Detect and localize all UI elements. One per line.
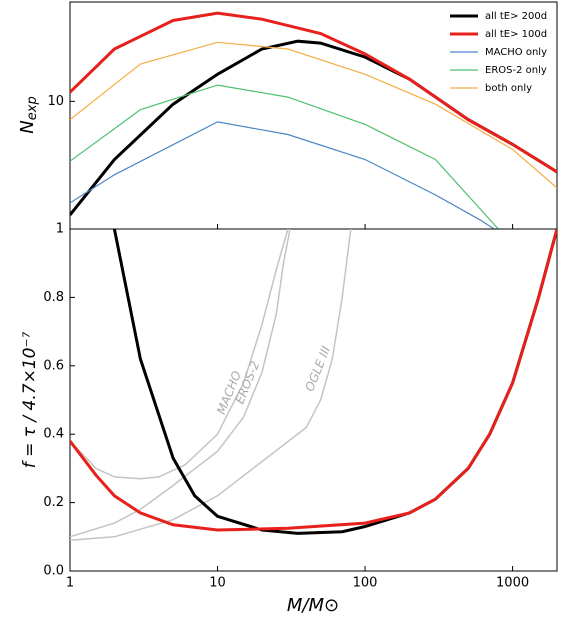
series-line xyxy=(70,229,291,538)
x-tick-label: 1 xyxy=(66,576,74,591)
y-label-main: N xyxy=(17,120,38,133)
series-line xyxy=(112,229,557,535)
x-label: M/M⊙ xyxy=(287,595,339,616)
legend-label: both only xyxy=(485,83,532,94)
series-line xyxy=(70,11,557,174)
series-line xyxy=(70,121,495,229)
x-tick-label: 1000 xyxy=(496,576,529,591)
x-tick-label: 100 xyxy=(353,576,378,591)
legend-label: MACHO only xyxy=(485,47,547,58)
y-tick-label: 10 xyxy=(47,94,64,109)
x-tick-label: 10 xyxy=(209,576,226,591)
top-y-label: Nexp xyxy=(17,96,40,133)
curve-label: OGLE III xyxy=(302,344,333,394)
series-line xyxy=(70,229,289,480)
y-tick-label: 0.4 xyxy=(43,427,64,442)
legend-label: all tE> 200d xyxy=(485,11,547,22)
series-line xyxy=(70,229,352,541)
series-line xyxy=(70,84,499,229)
y-tick-label: 0.0 xyxy=(43,564,64,579)
y-tick-label: 1 xyxy=(56,222,64,237)
y-tick-label: 0.6 xyxy=(43,358,64,373)
y-tick-label: 0.8 xyxy=(43,290,64,305)
legend-label: all tE> 100d xyxy=(485,29,547,40)
y-label-sub: exp xyxy=(25,96,40,120)
plot-frame xyxy=(69,228,558,572)
y-tick-label: 0.2 xyxy=(43,495,64,510)
series-line xyxy=(70,229,557,532)
bottom-y-label: f = τ / 4.7×10⁻⁷ xyxy=(20,332,40,469)
legend-label: EROS-2 only xyxy=(485,65,547,76)
series-line xyxy=(70,41,557,189)
